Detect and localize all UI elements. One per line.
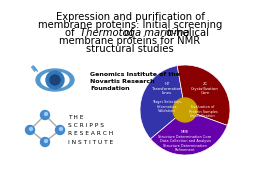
Wedge shape — [151, 110, 227, 155]
Ellipse shape — [36, 69, 74, 91]
Circle shape — [25, 126, 35, 135]
Circle shape — [41, 111, 49, 120]
Text: Evaluation of
Protein Samples
Crystallization: Evaluation of Protein Samples Crystalliz… — [188, 105, 217, 118]
Circle shape — [41, 137, 49, 146]
Text: of: of — [124, 28, 136, 38]
Text: membrane proteins: Initial screening: membrane proteins: Initial screening — [38, 20, 222, 30]
Text: structural studies: structural studies — [86, 44, 174, 54]
Text: T H E
S C R I P P S
R E S E A R C H
I N S T I T U T E: T H E S C R I P P S R E S E A R C H I N … — [68, 115, 113, 145]
Ellipse shape — [41, 72, 69, 88]
Text: Target Selection,
Informatics,
Validation: Target Selection, Informatics, Validatio… — [152, 100, 182, 113]
Text: 2C
Crystallization
Core: 2C Crystallization Core — [191, 82, 219, 95]
Text: HT
Transformation
Lines: HT Transformation Lines — [152, 82, 182, 95]
Circle shape — [44, 113, 48, 115]
Text: Thermotoga maritima: Thermotoga maritima — [80, 28, 190, 38]
Circle shape — [46, 71, 64, 89]
Text: α-helical: α-helical — [163, 28, 209, 38]
Text: Expression and purification of: Expression and purification of — [56, 12, 204, 22]
Text: Genomics Institute of the
Novartis Research
Foundation: Genomics Institute of the Novartis Resea… — [90, 72, 180, 91]
Circle shape — [29, 128, 32, 130]
Wedge shape — [177, 65, 230, 125]
Text: NMR
Structure Determination Core
Data Collection and Analysis
Structure Determin: NMR Structure Determination Core Data Co… — [158, 130, 212, 152]
Circle shape — [173, 98, 197, 122]
Text: of: of — [65, 28, 78, 38]
Circle shape — [44, 139, 48, 143]
Text: membrane proteins for NMR: membrane proteins for NMR — [60, 36, 200, 46]
Circle shape — [50, 75, 60, 85]
Wedge shape — [140, 66, 185, 139]
Circle shape — [60, 128, 62, 130]
Circle shape — [55, 126, 64, 135]
